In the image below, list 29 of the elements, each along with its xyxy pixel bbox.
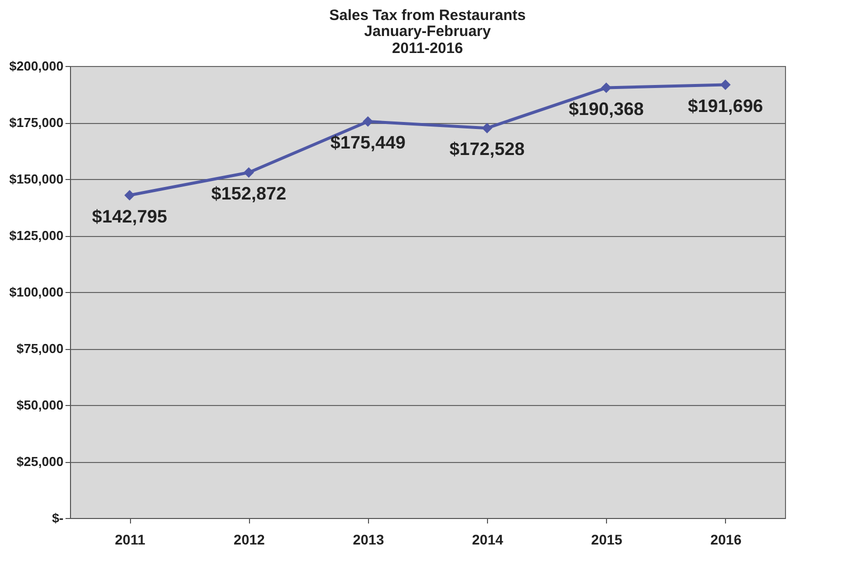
y-tick-label: $-	[52, 510, 64, 526]
data-label: $172,528	[450, 139, 525, 160]
point	[601, 82, 612, 94]
x-tick-label: 2011	[114, 532, 146, 548]
x-tick-label: 2014	[472, 532, 504, 548]
data-label: $175,449	[330, 132, 406, 152]
chart-title: Sales Tax from Restaurants	[329, 7, 526, 24]
y-tick-label: $200,000	[9, 58, 64, 74]
x-tick-label: 2015	[591, 532, 623, 548]
x-tick-label: 2012	[234, 532, 266, 548]
chart-subtitle: January-February 2011-2016	[364, 23, 492, 57]
y-tick-label: $75,000	[16, 341, 64, 356]
y-tick-label: $100,000	[9, 284, 64, 300]
data-label: $142,795	[92, 206, 168, 226]
y-tick-label: $150,000	[9, 172, 64, 186]
data-label: $191,696	[688, 96, 763, 116]
point	[482, 122, 492, 134]
point	[124, 190, 135, 201]
point	[244, 167, 254, 178]
data-label: $190,368	[568, 98, 644, 119]
y-tick-label: $125,000	[9, 228, 64, 243]
x-tick-label: 2016	[710, 532, 742, 548]
point	[362, 116, 374, 127]
point	[720, 80, 731, 90]
y-tick-label: $25,000	[16, 454, 64, 469]
x-tick-label: 2013	[352, 532, 384, 548]
y-tick-label: $50,000	[16, 398, 64, 412]
y-tick-label: $175,000	[9, 115, 64, 130]
data-label: $152,872	[211, 184, 286, 204]
